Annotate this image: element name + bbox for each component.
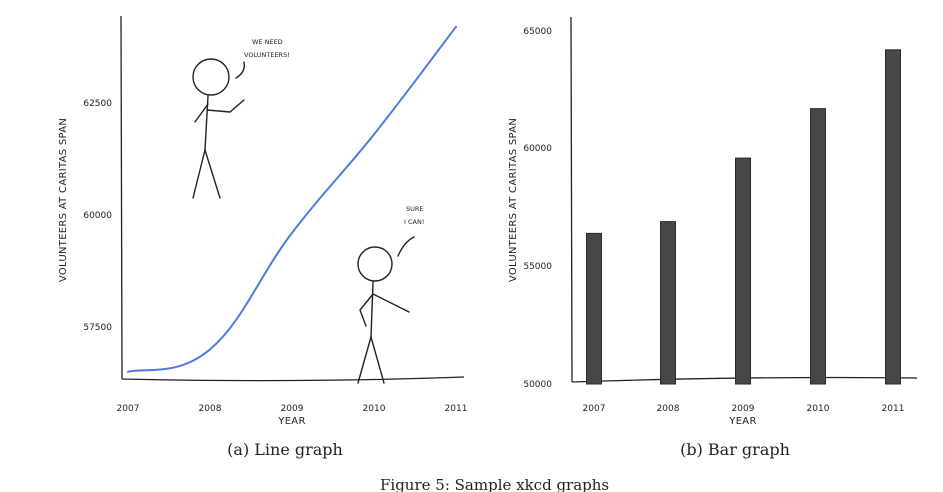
stick-figure-responder <box>357 236 415 384</box>
bar-x-tick-label: 2009 <box>732 404 755 414</box>
line-x-tick-label: 2009 <box>281 404 304 414</box>
bars <box>586 49 901 385</box>
bar-chart: 65000 60000 55000 50000 2007 2008 2009 2… <box>508 16 918 427</box>
bar-y-ticks: 65000 60000 55000 50000 <box>523 27 552 390</box>
speech-bubble-2-line-2: I CAN! <box>404 218 424 226</box>
bar-x-tick-label: 2007 <box>583 404 606 414</box>
bar-y-tick-label: 60000 <box>523 144 552 154</box>
figure-caption: Figure 5: Sample xkcd graphs <box>380 476 610 492</box>
line-y-ticks: 62500 60000 57500 <box>83 99 112 333</box>
line-x-axis-label: YEAR <box>277 416 305 427</box>
line-y-tick-label: 60000 <box>83 211 112 221</box>
bar-2007 <box>586 232 602 385</box>
bar-x-tick-label: 2011 <box>882 404 905 414</box>
bar-2011 <box>885 49 901 385</box>
bar-y-axis <box>570 16 573 383</box>
speech-bubble-1-line-2: VOLUNTEERS! <box>244 51 290 59</box>
bar-y-tick-label: 55000 <box>523 262 552 272</box>
bar-x-ticks: 2007 2008 2009 2010 2011 <box>583 404 905 414</box>
line-graph-caption: (a) Line graph <box>227 440 343 459</box>
line-y-axis <box>120 15 123 380</box>
line-x-tick-label: 2010 <box>363 404 386 414</box>
bar-y-axis-label: VOLUNTEERS AT CARITAS SPAN <box>508 118 519 282</box>
line-y-tick-label: 57500 <box>83 323 112 333</box>
line-y-axis-label: VOLUNTEERS AT CARITAS SPAN <box>58 118 69 282</box>
bar-2008 <box>660 221 676 385</box>
speech-bubble-1-line-1: WE NEED <box>252 38 283 46</box>
bar-x-axis-label: YEAR <box>728 416 756 427</box>
line-x-tick-label: 2011 <box>445 404 468 414</box>
line-x-tick-label: 2007 <box>117 404 140 414</box>
bar-y-tick-label: 65000 <box>523 27 552 37</box>
line-x-ticks: 2007 2008 2009 2010 2011 <box>117 404 468 414</box>
bar-y-tick-label: 50000 <box>523 380 552 390</box>
series-line <box>127 25 457 373</box>
line-x-axis <box>121 376 465 382</box>
stick-figure-speaker <box>192 58 246 199</box>
bar-2010 <box>810 108 826 385</box>
line-x-tick-label: 2008 <box>199 404 222 414</box>
line-y-tick-label: 62500 <box>83 99 112 109</box>
bar-x-tick-label: 2008 <box>657 404 680 414</box>
line-chart: 62500 60000 57500 2007 2008 2009 2010 20… <box>58 15 468 427</box>
speech-bubble-2-line-1: SURE <box>406 205 424 213</box>
bar-2009 <box>735 157 751 385</box>
bar-graph-caption: (b) Bar graph <box>680 440 790 459</box>
bar-x-tick-label: 2010 <box>807 404 830 414</box>
